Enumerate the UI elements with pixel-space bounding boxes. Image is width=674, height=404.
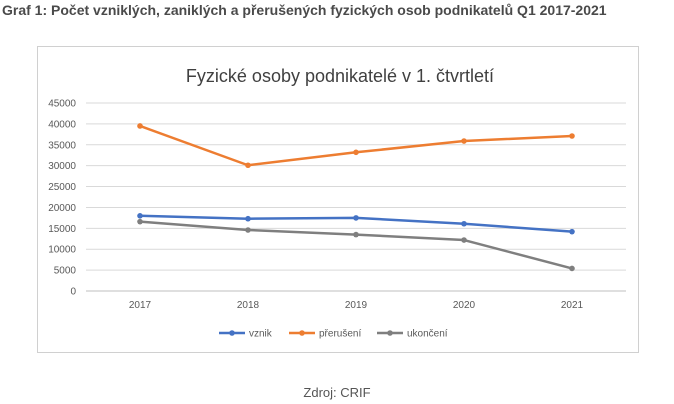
legend-item: přerušení <box>289 329 361 340</box>
y-tick-label: 30000 <box>48 161 76 172</box>
grid-lines <box>86 102 626 292</box>
data-point <box>569 133 575 139</box>
data-point <box>245 215 251 222</box>
x-tick-label: 2021 <box>561 300 584 311</box>
line-chart: Fyzické osoby podnikatelé v 1. čtvrtletí… <box>48 66 626 340</box>
data-point <box>245 227 251 233</box>
legend-marker <box>387 330 393 336</box>
y-tick-label: 40000 <box>48 119 76 130</box>
chart-container: Fyzické osoby podnikatelé v 1. čtvrtletí… <box>37 46 639 353</box>
series-line <box>139 124 573 167</box>
data-point <box>137 213 143 219</box>
x-axis-ticks: 2017 2018 2019 2020 2021 <box>129 300 584 311</box>
data-point <box>245 162 251 169</box>
data-point <box>137 218 143 225</box>
x-tick-label: 2018 <box>237 300 260 311</box>
legend-label: přerušení <box>319 329 361 340</box>
series-ukončení <box>137 218 575 272</box>
y-tick-label: 45000 <box>48 99 76 110</box>
data-point <box>353 215 359 221</box>
y-tick-label: 0 <box>70 287 76 298</box>
source-note: Zdroj: CRIF <box>303 385 371 400</box>
legend-marker <box>299 330 305 336</box>
data-point <box>137 123 143 129</box>
data-point <box>569 265 575 272</box>
data-point <box>353 231 359 238</box>
legend-item: vznik <box>219 329 273 340</box>
y-tick-label: 10000 <box>48 245 76 256</box>
y-tick-label: 35000 <box>48 140 76 151</box>
chart-legend: vznik přerušení ukončení <box>219 329 448 340</box>
data-point <box>461 220 467 227</box>
legend-marker <box>229 330 235 336</box>
series-přerušení <box>137 123 575 169</box>
x-tick-label: 2019 <box>345 300 368 311</box>
data-point <box>569 228 575 235</box>
series-vznik <box>137 213 575 235</box>
y-axis-ticks: 0 5000 10000 15000 20000 25000 30000 35000 40000… <box>48 99 76 298</box>
y-tick-label: 20000 <box>48 203 76 214</box>
x-tick-label: 2020 <box>453 300 476 311</box>
data-point <box>353 149 359 156</box>
data-point <box>461 138 467 144</box>
chart-title: Fyzické osoby podnikatelé v 1. čtvrtletí <box>186 66 494 86</box>
figure-heading: Graf 1: Počet vzniklých, zaniklých a pře… <box>2 2 607 18</box>
legend-label: ukončení <box>407 329 448 340</box>
legend-label: vznik <box>249 329 273 340</box>
x-tick-label: 2017 <box>129 300 152 311</box>
y-tick-label: 15000 <box>48 224 76 235</box>
data-point <box>461 237 467 243</box>
legend-item: ukončení <box>377 329 448 340</box>
y-tick-label: 5000 <box>54 266 77 277</box>
y-tick-label: 25000 <box>48 182 76 193</box>
series-lines <box>137 123 575 272</box>
